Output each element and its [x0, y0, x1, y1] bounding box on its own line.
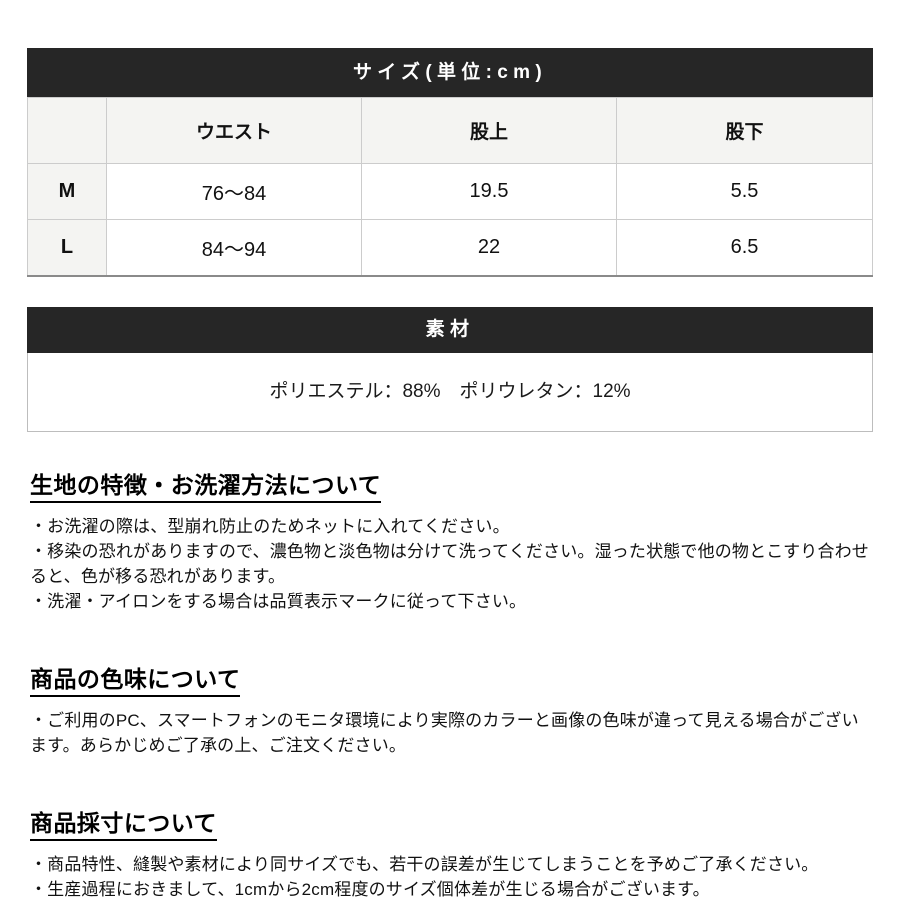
size-label-m: M	[27, 163, 107, 220]
size-table-corner-cell	[27, 97, 107, 164]
table-row-size-m: M 76～84 19.5 5.5	[27, 163, 873, 220]
rise-value-l: 22	[361, 219, 617, 277]
section-measurement-note: 商品採寸について ・商品特性、縫製や素材により同サイズでも、若干の誤差が生じてし…	[30, 804, 870, 900]
waist-value-m: 76～84	[106, 163, 362, 220]
size-table: ウエスト 股上 股下 M 76～84 19.5 5.5 L 84～94 22 6…	[27, 97, 873, 277]
size-table-title-bar: サイズ(単位:cm)	[27, 48, 873, 97]
list-item: ・ご利用のPC、スマートフォンのモニタ環境により実際のカラーと画像の色味が違って…	[30, 711, 859, 755]
notes-area: 生地の特徴・お洗濯方法について ・お洗濯の際は、型崩れ防止のためネットに入れてく…	[30, 466, 870, 900]
inseam-value-m: 5.5	[616, 163, 873, 220]
section-color-note: 商品の色味について ・ご利用のPC、スマートフォンのモニタ環境により実際のカラー…	[30, 660, 870, 758]
list-item: ・お洗濯の際は、型崩れ防止のためネットに入れてください。	[30, 517, 510, 536]
section-fabric-care: 生地の特徴・お洗濯方法について ・お洗濯の際は、型崩れ防止のためネットに入れてく…	[30, 466, 870, 614]
size-table-title: サイズ(単位:cm)	[352, 62, 548, 83]
material-section: 素材 ポリエステル：88% ポリウレタン：12%	[27, 307, 873, 432]
list-item: ・生産過程におきまして、1cmから2cm程度のサイズ個体差が生じる場合がございま…	[30, 880, 710, 899]
size-table-header-row: ウエスト 股上 股下	[27, 97, 873, 164]
column-header-rise: 股上	[361, 97, 617, 164]
column-header-waist: ウエスト	[106, 97, 362, 164]
size-label-l: L	[27, 219, 107, 277]
column-header-inseam: 股下	[616, 97, 873, 164]
measurement-note-bullets: ・商品特性、縫製や素材により同サイズでも、若干の誤差が生じてしまうことを予めご了…	[30, 852, 870, 900]
size-table-section: サイズ(単位:cm) ウエスト 股上 股下 M 76～84	[27, 48, 873, 277]
rise-value-m: 19.5	[361, 163, 617, 220]
fabric-care-heading: 生地の特徴・お洗濯方法について	[30, 466, 382, 503]
material-content: ポリエステル：88% ポリウレタン：12%	[27, 353, 873, 432]
color-note-heading: 商品の色味について	[30, 660, 241, 697]
color-note-bullets: ・ご利用のPC、スマートフォンのモニタ環境により実際のカラーと画像の色味が違って…	[30, 708, 870, 758]
measurement-note-heading: 商品採寸について	[30, 804, 217, 841]
material-title-bar: 素材	[27, 307, 873, 353]
table-row-size-l: L 84～94 22 6.5	[27, 219, 873, 277]
list-item: ・商品特性、縫製や素材により同サイズでも、若干の誤差が生じてしまうことを予めご了…	[30, 855, 819, 874]
list-item: ・洗濯・アイロンをする場合は品質表示マークに従って下さい。	[30, 592, 527, 611]
fabric-care-bullets: ・お洗濯の際は、型崩れ防止のためネットに入れてください。 ・移染の恐れがあります…	[30, 514, 870, 614]
list-item: ・移染の恐れがありますので、濃色物と淡色物は分けて洗ってください。湿った状態で他…	[30, 542, 869, 586]
material-title: 素材	[425, 319, 475, 340]
waist-value-l: 84～94	[106, 219, 362, 277]
inseam-value-l: 6.5	[616, 219, 873, 277]
